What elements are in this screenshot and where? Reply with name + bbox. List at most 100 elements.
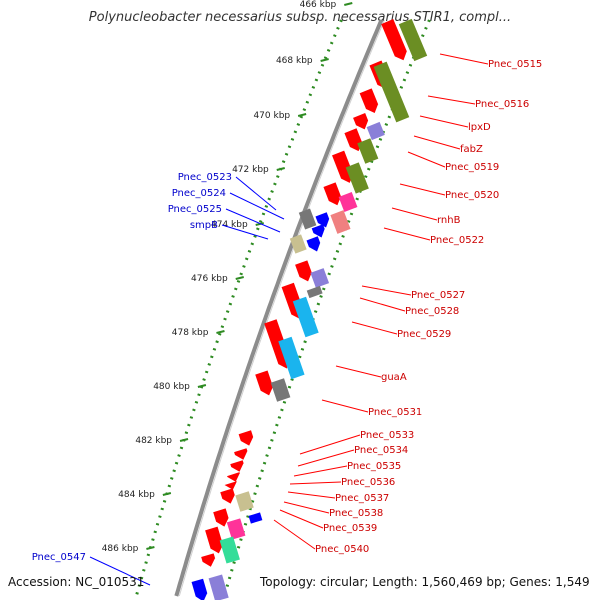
- leader-line: [221, 224, 269, 240]
- forward-cds: [213, 508, 229, 527]
- cog-feature: [226, 518, 246, 540]
- genome-title: Polynucleobacter necessarius subsp. nece…: [88, 10, 512, 25]
- reverse-cds: [315, 212, 330, 228]
- gene-label-forward: fabZ: [460, 144, 483, 155]
- tick-mark: [344, 2, 353, 6]
- cog-feature: [208, 574, 229, 600]
- tick-label: 484 kbp: [118, 490, 155, 500]
- forward-cds: [220, 488, 235, 504]
- gene-label-forward: guaA: [381, 372, 407, 383]
- gene-label-reverse: smpB: [190, 220, 218, 231]
- cog-feature: [398, 18, 428, 62]
- leader-line: [359, 297, 406, 312]
- leader-line: [287, 491, 336, 499]
- forward-cds: [230, 460, 244, 472]
- reverse-cds: [311, 224, 325, 238]
- forward-cds: [353, 113, 369, 130]
- genome-summary-text: Topology: circular; Length: 1,560,469 bp…: [260, 575, 590, 589]
- tick-label: 468 kbp: [276, 56, 313, 66]
- tick-label: 480 kbp: [153, 382, 190, 392]
- gene-label-forward: rnhB: [437, 215, 461, 226]
- leader-line: [225, 208, 281, 233]
- gene-label-reverse: Pnec_0547: [32, 552, 86, 563]
- backbone-highlight: [178, 19, 385, 597]
- forward-cds: [238, 430, 254, 446]
- gene-label-forward: Pnec_0539: [323, 523, 377, 534]
- tick-label: 470 kbp: [253, 111, 290, 121]
- leader-line: [283, 501, 330, 514]
- forward-cds: [201, 553, 216, 567]
- forward-cds: [332, 150, 354, 183]
- forward-cds: [224, 481, 237, 490]
- gene-label-forward: Pnec_0515: [488, 59, 542, 70]
- leader-line: [439, 53, 489, 65]
- forward-cds: [323, 182, 341, 206]
- gene-label-forward: Pnec_0538: [329, 508, 383, 519]
- cog-feature: [345, 162, 369, 194]
- gene-label-forward: Pnec_0516: [475, 99, 529, 110]
- gene-label-forward: Pnec_0534: [354, 445, 408, 456]
- leader-line: [413, 135, 461, 150]
- cog-feature: [330, 210, 351, 234]
- gene-label-reverse: Pnec_0525: [168, 204, 222, 215]
- tick-label: 466 kbp: [300, 0, 337, 10]
- outer-dotted-ring: [134, 19, 343, 597]
- leader-line: [273, 519, 316, 550]
- leader-line: [289, 481, 342, 485]
- leader-line: [299, 434, 361, 455]
- gene-label-forward: Pnec_0527: [411, 290, 465, 301]
- leader-line: [89, 556, 151, 586]
- gene-label-forward: Pnec_0535: [347, 461, 401, 472]
- tick-mark: [297, 113, 307, 117]
- tick-mark: [162, 492, 172, 496]
- backbone-ring: [174, 19, 384, 597]
- leader-line: [391, 207, 438, 221]
- gene-label-forward: Pnec_0522: [430, 235, 484, 246]
- gene-label-reverse: Pnec_0524: [172, 188, 226, 199]
- cog-feature: [278, 336, 305, 380]
- tick-mark: [179, 438, 189, 442]
- cog-feature: [310, 268, 330, 288]
- leader-line: [351, 321, 398, 335]
- forward-cds: [359, 88, 379, 114]
- forward-cds: [234, 448, 248, 460]
- cog-feature: [373, 61, 410, 123]
- gene-label-forward: lpxD: [468, 122, 491, 133]
- cog-feature: [306, 285, 323, 299]
- forward-cds: [295, 260, 312, 282]
- leader-line: [427, 95, 476, 105]
- forward-cds: [344, 128, 363, 152]
- cog-feature: [235, 491, 254, 512]
- gene-label-forward: Pnec_0520: [445, 190, 499, 201]
- gene-label-forward: Pnec_0536: [341, 477, 395, 488]
- leader-line: [279, 509, 324, 529]
- forward-cds: [381, 19, 407, 61]
- gene-label-forward: Pnec_0540: [315, 544, 369, 555]
- cog-feature: [270, 378, 291, 402]
- tick-mark: [255, 222, 264, 226]
- cog-feature: [292, 296, 319, 338]
- leader-line: [297, 449, 355, 467]
- tick-mark: [146, 546, 155, 550]
- gene-label-reverse: Pnec_0523: [178, 172, 232, 183]
- gene-label-forward: Pnec_0533: [360, 430, 414, 441]
- reverse-cds: [306, 236, 321, 252]
- cog-feature: [366, 121, 385, 141]
- gene-label-forward: Pnec_0529: [397, 329, 451, 340]
- gene-label-forward: Pnec_0531: [368, 407, 422, 418]
- reverse-cds: [248, 512, 263, 524]
- cog-feature: [289, 234, 307, 254]
- forward-cds: [205, 526, 224, 554]
- accession-text: Accession: NC_010531: [8, 575, 145, 589]
- tick-label: 472 kbp: [232, 165, 269, 175]
- gene-label-forward: Pnec_0537: [335, 493, 389, 504]
- leader-line: [293, 465, 348, 477]
- tick-label: 476 kbp: [191, 274, 228, 284]
- gene-label-forward: Pnec_0528: [405, 306, 459, 317]
- forward-cds: [227, 472, 240, 482]
- cog-feature: [357, 138, 379, 164]
- leader-line: [419, 115, 469, 128]
- tick-label: 486 kbp: [102, 544, 139, 554]
